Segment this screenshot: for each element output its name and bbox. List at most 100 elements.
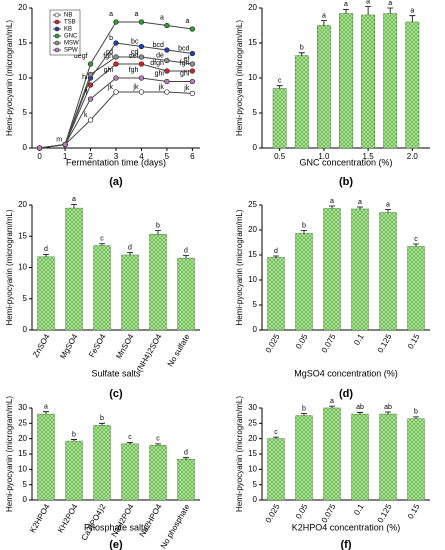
x-tick-label: 0.05 xyxy=(294,502,310,520)
y-tick-label: 0 xyxy=(23,325,28,334)
bar-hatch xyxy=(149,234,167,330)
error-bar xyxy=(276,85,283,89)
series-marker xyxy=(138,75,145,81)
error-bar xyxy=(43,253,49,257)
bar-hatch xyxy=(149,445,167,500)
bar-letter: a xyxy=(410,8,414,15)
point-letter: b xyxy=(109,35,113,42)
bar-hatch xyxy=(323,208,341,330)
bar-letter: c xyxy=(414,236,418,243)
point-letter: m xyxy=(56,136,62,143)
y-tick-label: 0 xyxy=(23,495,28,504)
y-tick-label: 15 xyxy=(18,38,27,47)
bar-hatch xyxy=(37,414,55,500)
bar-letter: c xyxy=(128,434,132,441)
series-marker xyxy=(87,117,94,123)
error-bar xyxy=(329,405,335,408)
bar-hatch xyxy=(317,25,331,148)
bar-letter: a xyxy=(388,0,392,7)
series-marker xyxy=(87,96,94,102)
error-bar xyxy=(301,230,307,234)
x-tick-label: 0.1 xyxy=(352,332,366,347)
bar-letter: c xyxy=(156,436,160,443)
bar-letter: b xyxy=(302,405,306,412)
y-tick-label: 5 xyxy=(253,300,258,309)
y-tick-label: 0 xyxy=(253,325,258,334)
x-axis-label: MgSO4 concentration (%) xyxy=(294,368,398,378)
point-letter: hi xyxy=(82,74,88,81)
error-bar xyxy=(301,413,307,416)
bar-hatch xyxy=(177,459,195,500)
panel-label: (b) xyxy=(339,176,353,188)
y-tick-label: 20 xyxy=(248,434,257,443)
error-bar xyxy=(273,255,279,258)
point-letter: ghi xyxy=(155,70,165,77)
series-line xyxy=(39,91,193,149)
panel-label: (d) xyxy=(339,388,353,400)
bar-letter: d xyxy=(44,246,48,253)
x-tick-label: NaH2PO4 xyxy=(110,502,136,539)
error-bar xyxy=(127,441,133,444)
x-axis-label: Fermentation time (days) xyxy=(66,157,166,167)
y-tick-label: 20 xyxy=(18,3,27,12)
series-marker xyxy=(138,43,145,50)
point-letter: dfgh xyxy=(150,60,164,67)
legend-label: KB xyxy=(64,27,72,33)
point-letter: de xyxy=(156,52,164,59)
y-tick-label: 15 xyxy=(248,449,257,458)
point-letter: k xyxy=(84,112,88,119)
y-tick-label: 5 xyxy=(23,294,28,303)
bar-hatch xyxy=(93,245,111,330)
series-line xyxy=(39,77,193,149)
bar-hatch xyxy=(65,208,83,330)
x-tick-label: 0.025 xyxy=(264,502,282,524)
series-marker xyxy=(113,54,119,60)
x-tick-label: 0.15 xyxy=(406,502,422,520)
error-bar xyxy=(365,6,372,15)
bar-hatch xyxy=(267,438,285,500)
y-axis-label: Hemi-pyocyanin (microgram/mL) xyxy=(5,396,14,512)
x-tick-label: 3 xyxy=(114,152,119,161)
bar-letter: b xyxy=(302,222,306,229)
point-letter: ef xyxy=(184,56,190,63)
y-tick-label: 10 xyxy=(248,464,257,473)
x-tick-label: 2.0 xyxy=(407,152,419,161)
bar-letter: a xyxy=(330,398,334,405)
x-tick-label: 0.1 xyxy=(352,502,366,517)
error-bar xyxy=(99,243,105,246)
x-tick-label: KH2PO4 xyxy=(56,502,80,534)
bar-hatch xyxy=(295,233,313,330)
x-tick-label: (NH4)2SO4 xyxy=(135,332,164,373)
bar-letter: ab xyxy=(384,404,392,411)
bar-hatch xyxy=(177,258,195,330)
legend-box xyxy=(49,9,81,56)
y-axis-label: Hemi-pyocyanin (microgram/mL) xyxy=(235,396,244,512)
x-axis-label: GNC concentration (%) xyxy=(299,157,392,167)
error-bar xyxy=(127,252,133,255)
x-tick-label: 0.5 xyxy=(274,152,286,161)
legend-marker xyxy=(54,33,60,39)
point-letter: bcd xyxy=(178,45,189,52)
error-bar xyxy=(155,230,161,235)
error-bar xyxy=(409,15,416,22)
y-tick-label: 25 xyxy=(248,200,257,209)
x-tick-label: 1.0 xyxy=(318,152,330,161)
series-marker xyxy=(189,26,196,32)
x-tick-label: 0.05 xyxy=(294,332,310,350)
bar-hatch xyxy=(407,246,425,330)
bar-letter: b xyxy=(300,45,304,52)
point-letter: jk xyxy=(132,84,139,91)
point-letter: bcd xyxy=(153,42,164,49)
series-marker xyxy=(189,68,196,74)
legend-marker xyxy=(54,40,60,46)
series-marker xyxy=(62,141,68,148)
bar-hatch xyxy=(379,414,397,500)
y-tick-label: 20 xyxy=(248,3,257,12)
error-bar xyxy=(273,436,279,439)
bar-letter: b xyxy=(100,415,104,422)
bar-letter: a xyxy=(72,196,76,203)
bar-hatch xyxy=(383,13,397,148)
series-marker xyxy=(113,89,119,95)
series-marker xyxy=(189,50,196,57)
